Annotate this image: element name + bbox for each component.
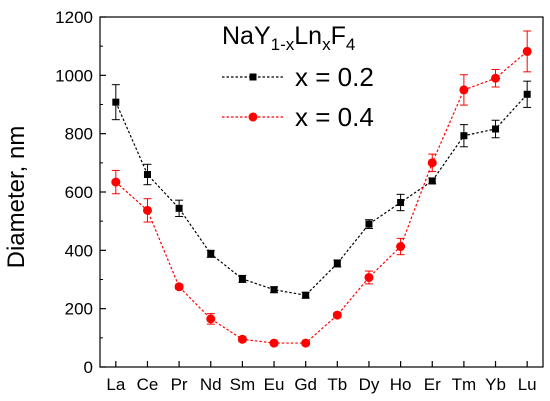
y-tick-label: 0: [84, 358, 93, 377]
x-tick-label: Er: [424, 375, 441, 394]
data-point: [333, 259, 341, 267]
series-layer: [111, 30, 532, 348]
data-point: [491, 73, 501, 83]
y-tick-label: 600: [65, 183, 93, 202]
data-point: [492, 125, 500, 133]
x-tick-label: Ce: [137, 375, 159, 394]
data-point: [365, 220, 373, 228]
data-point: [427, 158, 437, 168]
y-tick-label: 800: [65, 125, 93, 144]
legend-marker-series-2: [248, 112, 258, 122]
data-point: [523, 90, 531, 98]
data-point: [237, 334, 247, 344]
y-tick-label: 1000: [55, 66, 93, 85]
data-point: [428, 177, 436, 185]
legend-label-series-2: x = 0.4: [295, 102, 374, 132]
series-1: [111, 80, 532, 299]
y-tick-label: 1200: [55, 8, 93, 27]
data-point: [459, 85, 469, 95]
x-tick-label: Ho: [390, 375, 412, 394]
data-point: [302, 291, 310, 299]
data-point: [396, 242, 406, 252]
y-tick-label: 200: [65, 300, 93, 319]
x-tick-label: Sm: [230, 375, 256, 394]
legend-title: NaY1-xLnxF4: [222, 22, 355, 54]
x-tick-label: Tm: [452, 375, 477, 394]
legend-title-sub3: 4: [346, 35, 355, 54]
data-point: [460, 132, 468, 140]
x-tick-label: La: [106, 375, 125, 394]
data-point: [207, 250, 215, 258]
y-axis-label: Diameter, nm: [3, 126, 30, 269]
series-line: [115, 50, 528, 344]
legend-label-series-1: x = 0.2: [295, 62, 374, 92]
data-point: [111, 177, 121, 187]
series-line: [115, 93, 528, 296]
x-tick-label: Nd: [200, 375, 222, 394]
data-point: [301, 338, 311, 348]
data-point: [238, 275, 246, 283]
x-tick-label: Lu: [518, 375, 537, 394]
series-2: [111, 30, 532, 348]
legend-title-base: NaY: [222, 22, 271, 50]
data-point: [332, 310, 342, 320]
x-tick-label: Dy: [359, 375, 380, 394]
axis-ticks: 0 200 400 600 800 1000 1200 La Ce Pr Nd Sm Eu Gd Tb Dy H…: [55, 8, 536, 394]
data-point: [397, 199, 405, 206]
x-tick-label: Eu: [264, 375, 285, 394]
x-tick-label: Tb: [327, 375, 347, 394]
legend-title-sub2: x: [322, 35, 331, 54]
data-point: [174, 282, 184, 292]
data-point: [270, 286, 278, 294]
legend: NaY1-xLnxF4 x = 0.2 x = 0.4: [222, 22, 374, 132]
x-tick-label: Gd: [294, 375, 317, 394]
data-point: [143, 171, 151, 178]
data-point: [142, 205, 152, 215]
legend-title-end: F: [331, 22, 346, 50]
data-point: [112, 98, 120, 106]
x-tick-label: Yb: [485, 375, 506, 394]
data-point: [175, 204, 183, 212]
data-point: [206, 314, 216, 324]
data-point: [269, 338, 279, 348]
data-point: [522, 46, 532, 56]
legend-title-sub1: 1-x: [271, 35, 295, 54]
legend-title-mid: Ln: [294, 22, 322, 50]
legend-marker-series-1: [249, 73, 257, 81]
data-point: [364, 272, 374, 282]
y-tick-label: 400: [65, 241, 93, 260]
x-tick-label: Pr: [171, 375, 188, 394]
